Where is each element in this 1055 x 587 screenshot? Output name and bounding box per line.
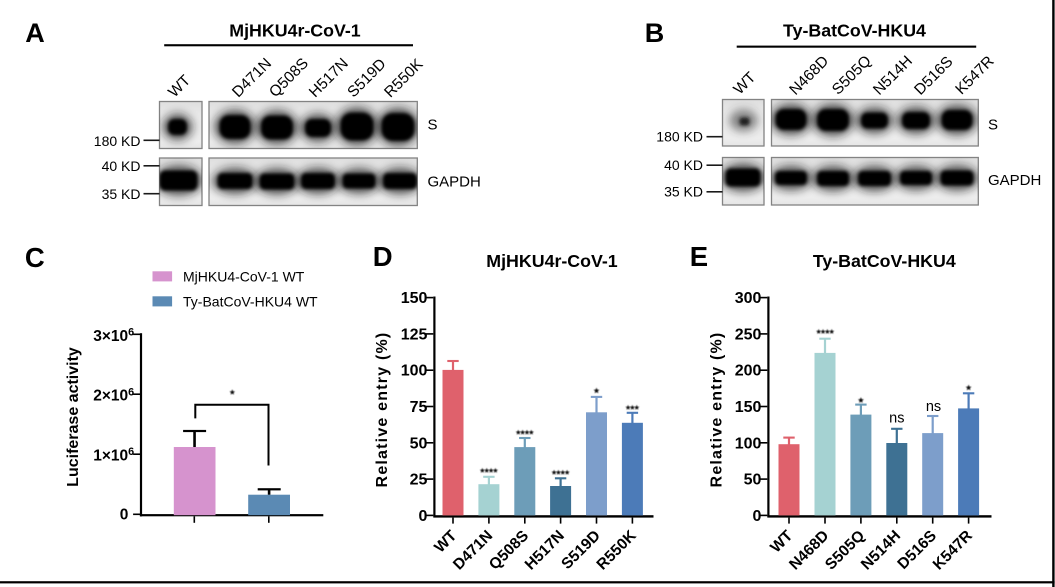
svg-text:40 KD: 40 KD — [102, 158, 141, 174]
svg-text:250: 250 — [735, 326, 762, 343]
svg-text:0: 0 — [120, 507, 129, 524]
svg-text:B: B — [645, 18, 665, 48]
svg-text:Relative entry (%): Relative entry (%) — [708, 332, 725, 488]
svg-text:50: 50 — [410, 435, 428, 452]
svg-text:MjHKU4r-CoV-1: MjHKU4r-CoV-1 — [486, 251, 618, 271]
svg-text:75: 75 — [410, 399, 428, 416]
svg-text:150: 150 — [401, 290, 428, 307]
svg-text:50: 50 — [744, 472, 762, 489]
svg-text:GAPDH: GAPDH — [988, 172, 1041, 189]
svg-text:Luciferase activity: Luciferase activity — [65, 347, 82, 487]
svg-text:C: C — [25, 242, 45, 273]
svg-text:150: 150 — [735, 399, 762, 416]
svg-text:S: S — [428, 117, 438, 134]
svg-text:S: S — [988, 117, 998, 134]
svg-text:0: 0 — [752, 508, 761, 525]
svg-text:300: 300 — [735, 290, 762, 307]
svg-text:1×106: 1×106 — [93, 446, 134, 464]
svg-text:200: 200 — [735, 363, 762, 380]
svg-text:Ty-BatCoV-HKU4: Ty-BatCoV-HKU4 — [783, 20, 926, 40]
svg-text:GAPDH: GAPDH — [428, 174, 481, 191]
svg-text:Relative entry (%): Relative entry (%) — [374, 332, 391, 488]
svg-text:100: 100 — [735, 435, 762, 452]
svg-text:0: 0 — [418, 508, 427, 525]
svg-text:MjHKU4r-CoV-1: MjHKU4r-CoV-1 — [229, 20, 361, 40]
svg-text:D: D — [373, 241, 393, 272]
svg-text:ns: ns — [926, 399, 941, 415]
svg-text:35 KD: 35 KD — [102, 186, 141, 202]
svg-text:100: 100 — [401, 363, 428, 380]
svg-text:180 KD: 180 KD — [94, 133, 141, 149]
svg-text:125: 125 — [401, 326, 428, 343]
svg-text:3×106: 3×106 — [93, 327, 134, 345]
svg-text:Ty-BatCoV-HKU4 WT: Ty-BatCoV-HKU4 WT — [183, 293, 318, 309]
svg-text:E: E — [690, 241, 708, 272]
svg-text:ns: ns — [889, 411, 904, 427]
svg-text:40 KD: 40 KD — [664, 157, 703, 173]
svg-text:180 KD: 180 KD — [656, 129, 703, 145]
svg-text:2×106: 2×106 — [93, 386, 134, 404]
svg-text:MjHKU4-CoV-1 WT: MjHKU4-CoV-1 WT — [183, 268, 305, 284]
svg-text:25: 25 — [410, 472, 428, 489]
svg-text:Ty-BatCoV-HKU4: Ty-BatCoV-HKU4 — [813, 251, 956, 271]
svg-text:35 KD: 35 KD — [664, 184, 703, 200]
svg-text:A: A — [25, 18, 45, 48]
